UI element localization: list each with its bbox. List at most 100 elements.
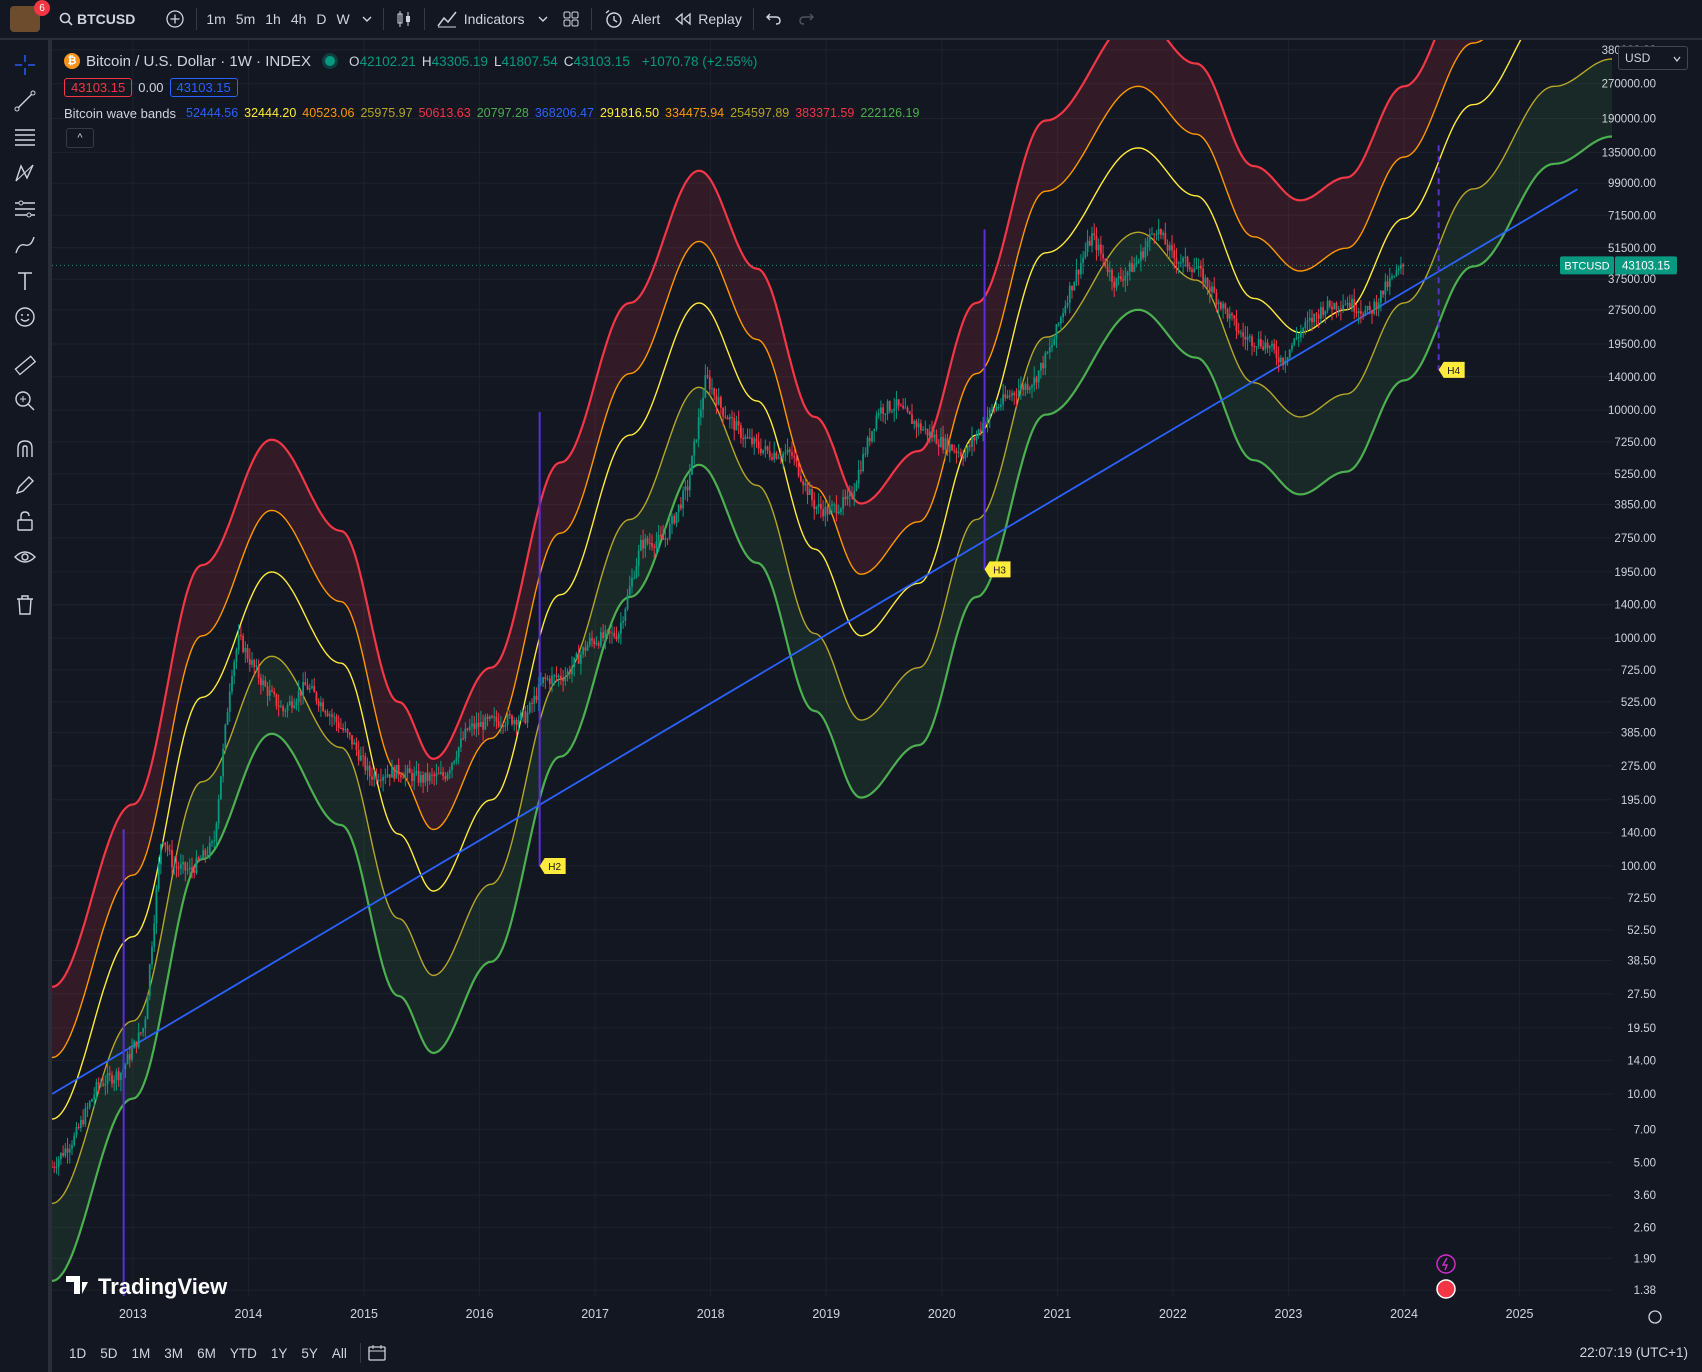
- timeframe-1h[interactable]: 1h: [265, 11, 281, 27]
- candle-body: [86, 1107, 89, 1109]
- candle-body: [364, 756, 367, 771]
- keep-drawing-tool[interactable]: [12, 472, 38, 498]
- candle-body: [806, 482, 809, 496]
- indicators-button[interactable]: Indicators: [429, 0, 532, 38]
- candle-body: [635, 565, 638, 578]
- redo-button[interactable]: [790, 0, 822, 38]
- y-tick-label: 99000.00: [1608, 178, 1656, 190]
- timeframe-4h[interactable]: 4h: [290, 11, 307, 27]
- marker-flag[interactable]: [984, 561, 1011, 578]
- buy-price-box[interactable]: 43103.15: [169, 77, 238, 97]
- range-5d[interactable]: 5D: [100, 1345, 118, 1361]
- candle-body: [1175, 258, 1178, 264]
- y-tick-label: 51500.00: [1608, 243, 1656, 255]
- chart-type-button[interactable]: [388, 0, 420, 38]
- range-1d[interactable]: 1D: [69, 1345, 87, 1361]
- pattern-tool[interactable]: [12, 160, 38, 186]
- candle-body: [1315, 313, 1318, 315]
- candle-body: [659, 534, 662, 537]
- fib-tool[interactable]: [12, 124, 38, 150]
- sell-price-box[interactable]: 43103.15: [64, 77, 133, 97]
- axis-settings[interactable]: [1648, 1310, 1662, 1324]
- candle-body: [462, 738, 465, 740]
- symbol-search-button[interactable]: BTCUSD: [52, 0, 142, 38]
- candle-body: [237, 635, 240, 651]
- candle-body: [815, 506, 818, 510]
- timeframe-dropdown[interactable]: [355, 0, 379, 38]
- brush-tool[interactable]: [12, 232, 38, 258]
- candle-body: [157, 864, 160, 889]
- range-1m[interactable]: 1M: [131, 1345, 151, 1361]
- range-3m[interactable]: 3M: [164, 1345, 184, 1361]
- symbol-label: BTCUSD: [77, 11, 136, 27]
- marker-flag[interactable]: [1438, 361, 1465, 378]
- candle-body: [1248, 336, 1251, 338]
- x-tick-label: 2024: [1390, 1307, 1418, 1321]
- clock[interactable]: 22:07:19 (UTC+1): [1579, 1345, 1688, 1360]
- x-tick-label: 2014: [235, 1307, 263, 1321]
- gear-icon[interactable]: [1648, 1310, 1662, 1324]
- smiley-icon: [15, 307, 35, 327]
- candle-body: [1126, 271, 1129, 276]
- candle-body: [851, 493, 853, 497]
- hide-tool[interactable]: [12, 544, 38, 570]
- replay-button[interactable]: Replay: [667, 0, 749, 38]
- forecast-tool[interactable]: [12, 196, 38, 222]
- timeframe-1m[interactable]: 1m: [206, 11, 226, 27]
- candle-body: [222, 748, 225, 777]
- candle-body: [419, 774, 422, 783]
- crosshair-tool[interactable]: [12, 52, 38, 78]
- timeframe-5m[interactable]: 5m: [235, 11, 256, 27]
- symbol-title[interactable]: Bitcoin / U.S. Dollar · 1W · INDEX: [86, 52, 312, 70]
- range-6m[interactable]: 6M: [197, 1345, 216, 1361]
- alert-button[interactable]: Alert: [596, 0, 667, 38]
- range-ytd[interactable]: YTD: [229, 1345, 257, 1361]
- marker-label: H2: [548, 862, 561, 873]
- calendar-icon[interactable]: [367, 1343, 387, 1363]
- magnet-tool[interactable]: [12, 436, 38, 462]
- zoom-tool[interactable]: [12, 388, 38, 414]
- avatar[interactable]: 6: [10, 0, 50, 32]
- range-all[interactable]: All: [331, 1345, 347, 1361]
- lightning-icon[interactable]: [1436, 1254, 1456, 1274]
- candle-body: [219, 776, 222, 800]
- separator: [382, 8, 384, 30]
- time-axis[interactable]: 2013 2014 2015 2016 2017 2018 2019 2020 2021 2022…: [52, 1296, 1702, 1334]
- trendline-tool[interactable]: [12, 88, 38, 114]
- candle-body: [1284, 360, 1287, 365]
- timeframe-W[interactable]: W: [336, 11, 350, 27]
- emoji-tool[interactable]: [12, 304, 38, 330]
- candle-body: [371, 776, 373, 780]
- candle-body: [248, 658, 251, 665]
- undo-button[interactable]: [758, 0, 790, 38]
- y-tick-label: 195.00: [1621, 795, 1656, 807]
- candle-body: [177, 867, 180, 869]
- range-5y[interactable]: 5Y: [301, 1345, 318, 1361]
- range-1y[interactable]: 1Y: [270, 1345, 288, 1361]
- price-axis[interactable]: 380000.00270000.00190000.00135000.009900…: [1560, 40, 1702, 1334]
- us-flag-icon[interactable]: [1436, 1279, 1456, 1299]
- market-status-icon[interactable]: [325, 56, 336, 66]
- timeframe-D[interactable]: D: [316, 11, 327, 27]
- candle-body: [666, 538, 669, 540]
- measure-tool[interactable]: [12, 352, 38, 378]
- marker-flag[interactable]: [539, 858, 566, 875]
- compare-button[interactable]: [158, 0, 192, 38]
- price-tag-symbol: BTCUSD: [1564, 260, 1609, 272]
- lock-tool[interactable]: [12, 508, 38, 534]
- candle-body: [624, 609, 627, 621]
- text-tool[interactable]: [12, 268, 38, 294]
- y-tick-label: 725.00: [1621, 665, 1656, 677]
- layouts-button[interactable]: [555, 0, 587, 38]
- candle-body: [497, 721, 500, 727]
- trendline[interactable]: [52, 188, 1578, 1095]
- indicators-dropdown[interactable]: [531, 0, 555, 38]
- candle-body: [648, 542, 651, 544]
- indicator-name[interactable]: Bitcoin wave bands: [64, 105, 177, 121]
- bottom-toolbar: 1D 5D 1M 3M 6M YTD 1Y 5Y All 22:07:19 (UTC+1): [52, 1334, 1702, 1372]
- remove-tool[interactable]: [12, 592, 38, 618]
- collapse-legend-button[interactable]: ^: [66, 128, 94, 148]
- currency-select[interactable]: USD: [1618, 46, 1688, 70]
